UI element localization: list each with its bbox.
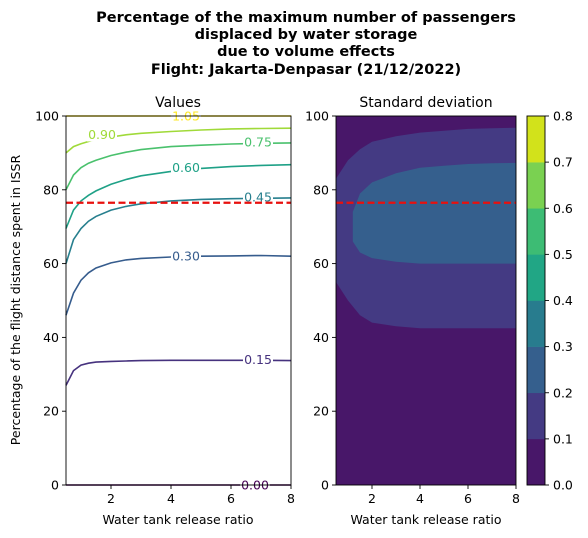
colorbar-segment bbox=[527, 208, 545, 255]
colorbar-tick-label: 0.6 bbox=[553, 201, 573, 216]
contour-label-gap bbox=[87, 127, 117, 142]
y-tick-label: 40 bbox=[313, 330, 329, 345]
y-tick-label: 80 bbox=[43, 182, 59, 197]
left-panel-title: Values bbox=[155, 95, 201, 111]
x-tick-label: 6 bbox=[227, 491, 235, 506]
contour-label-gap bbox=[243, 134, 273, 149]
x-tick-label: 8 bbox=[512, 491, 520, 506]
x-tick-label: 4 bbox=[416, 491, 424, 506]
contour-label: 0.75 bbox=[244, 134, 272, 149]
plot-frame bbox=[65, 115, 292, 486]
x-tick-label: 8 bbox=[287, 491, 295, 506]
figure-title-line-4: Flight: Jakarta-Denpasar (21/12/2022) bbox=[151, 62, 461, 78]
contour-label-gap bbox=[243, 352, 273, 367]
right-x-axis-label: Water tank release ratio bbox=[351, 512, 502, 527]
y-tick-label: 60 bbox=[313, 256, 329, 271]
contour-label: 0.30 bbox=[172, 249, 200, 264]
y-tick-label: 100 bbox=[35, 109, 59, 124]
contour-label: 0.90 bbox=[88, 127, 116, 142]
colorbar-segment bbox=[527, 392, 545, 440]
plot-frame bbox=[335, 115, 517, 486]
y-tick-label: 20 bbox=[313, 404, 329, 419]
x-tick-label: 2 bbox=[107, 491, 115, 506]
y-axis-label: Percentage of the flight distance spent … bbox=[8, 155, 23, 446]
contour-line-6 bbox=[65, 127, 292, 154]
contour-line-5 bbox=[65, 142, 292, 191]
contour-label: 0.60 bbox=[172, 160, 200, 175]
figure-title-line-1: Percentage of the maximum number of pass… bbox=[96, 10, 516, 26]
colorbar-segment bbox=[527, 346, 545, 394]
colorbar-segment bbox=[527, 438, 545, 486]
x-tick-label: 4 bbox=[167, 491, 175, 506]
colorbar-segment bbox=[527, 116, 545, 163]
x-tick-label: 6 bbox=[464, 491, 472, 506]
colorbar-tick-label: 0.8 bbox=[553, 109, 573, 124]
y-tick-label: 60 bbox=[43, 256, 59, 271]
contour-label: 0.45 bbox=[244, 190, 272, 205]
contour-line-3 bbox=[65, 197, 292, 264]
right-panel-title: Standard deviation bbox=[359, 95, 492, 111]
y-tick-label: 0 bbox=[51, 478, 59, 493]
colorbar-tick-label: 0.7 bbox=[553, 155, 573, 170]
contour-line-2 bbox=[65, 254, 292, 316]
y-tick-label: 100 bbox=[305, 109, 329, 124]
colorbar-tick-label: 0.3 bbox=[553, 339, 573, 354]
contour-line-1 bbox=[65, 359, 292, 386]
left-x-axis-label: Water tank release ratio bbox=[103, 512, 254, 527]
contour-label-gap bbox=[171, 160, 201, 175]
colorbar-tick-label: 0.2 bbox=[553, 385, 573, 400]
colorbar-tick-label: 0.5 bbox=[553, 247, 573, 262]
colorbar-tick-label: 0.1 bbox=[553, 431, 573, 446]
contour-label: 0.15 bbox=[244, 352, 272, 367]
std-level-2-region bbox=[352, 162, 516, 264]
colorbar-segment bbox=[527, 162, 545, 209]
colorbar-segment bbox=[527, 254, 545, 301]
y-tick-label: 0 bbox=[321, 478, 329, 493]
y-tick-label: 20 bbox=[43, 404, 59, 419]
y-tick-label: 40 bbox=[43, 330, 59, 345]
x-tick-label: 2 bbox=[368, 491, 376, 506]
y-tick-label: 80 bbox=[313, 182, 329, 197]
figure-title-line-2: displaced by water storage bbox=[195, 27, 418, 43]
figure-title-line-3: due to volume effects bbox=[217, 44, 395, 60]
colorbar: 0.0 0.1 0.2 0.3 0.4 0.5 0.6 0.7 0.8 bbox=[526, 109, 573, 493]
contour-line-4 bbox=[65, 163, 292, 229]
colorbar-segment bbox=[527, 300, 545, 347]
colorbar-tick-label: 0.0 bbox=[553, 478, 573, 493]
contour-label-gap bbox=[243, 190, 273, 205]
values-contour-plot: 0.000.150.300.450.600.750.901.052 4 6 80204… bbox=[35, 109, 295, 507]
colorbar-tick-label: 0.4 bbox=[553, 293, 573, 308]
contour-label-gap bbox=[171, 249, 201, 264]
